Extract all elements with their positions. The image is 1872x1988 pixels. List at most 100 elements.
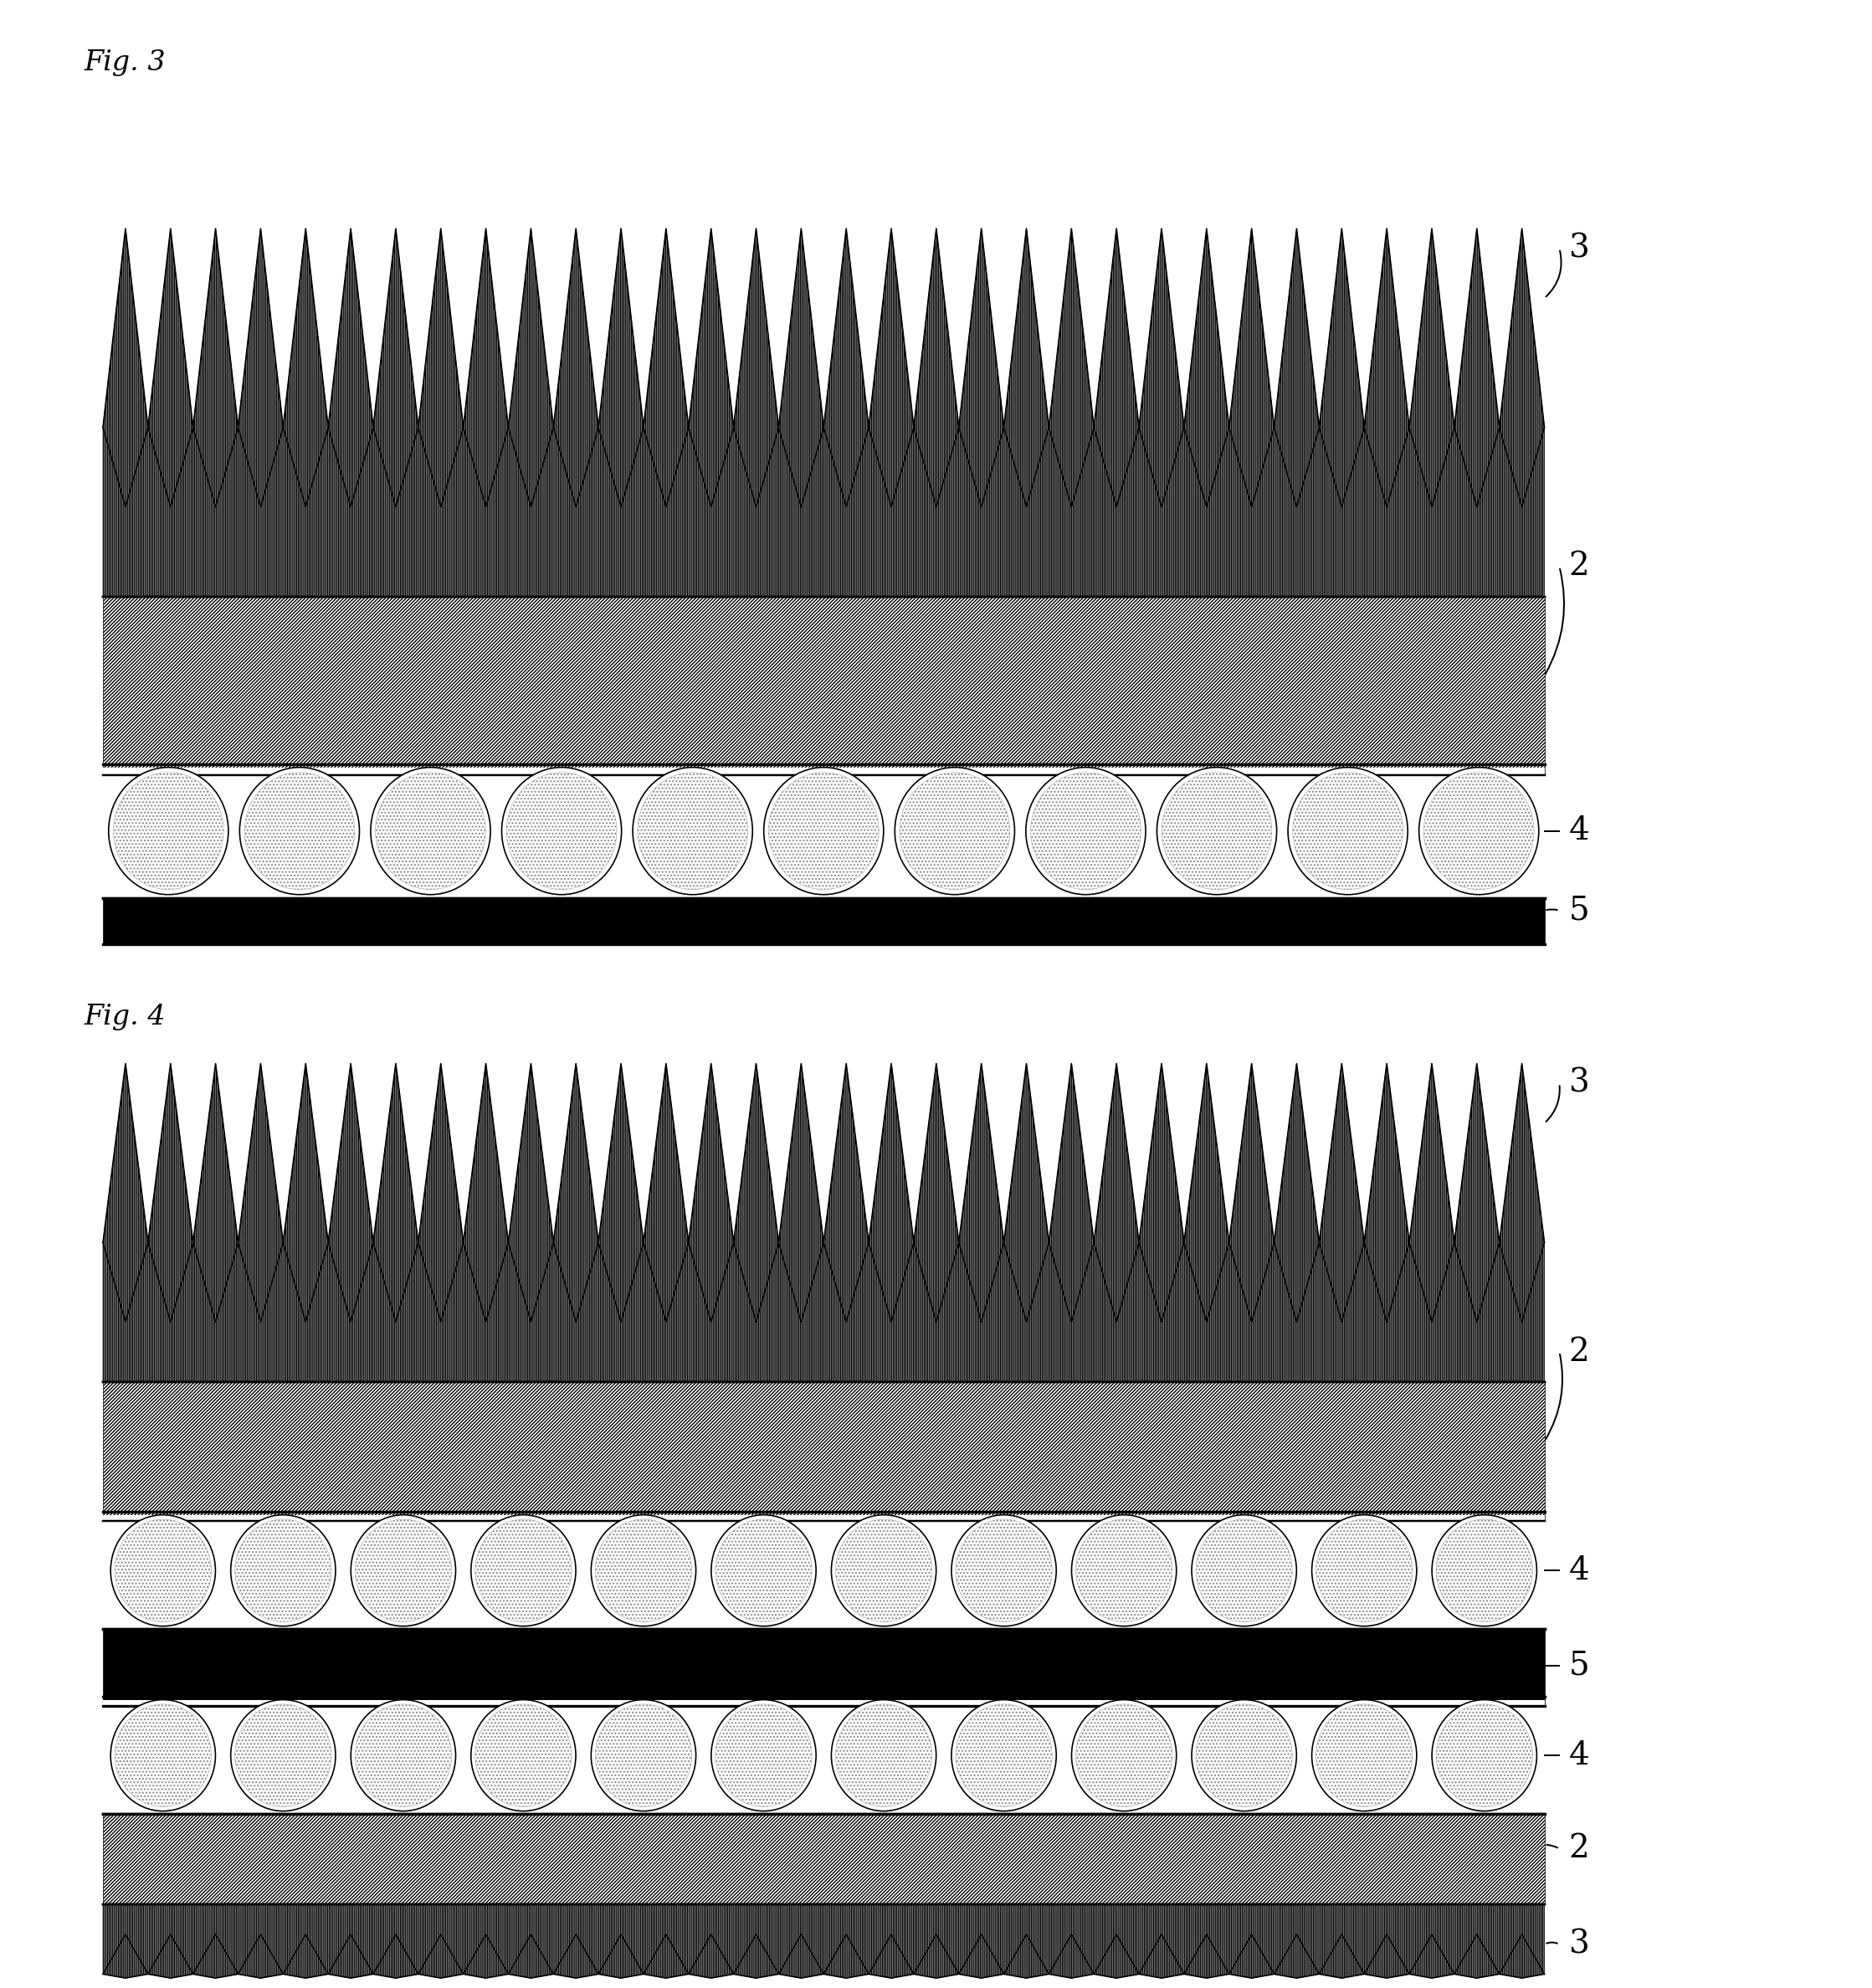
Circle shape	[1157, 767, 1277, 895]
Circle shape	[895, 767, 1015, 895]
Polygon shape	[103, 596, 1544, 775]
Circle shape	[356, 1704, 451, 1807]
Text: 2: 2	[1569, 1833, 1589, 1865]
Text: 4: 4	[1569, 1555, 1589, 1586]
Circle shape	[1076, 1704, 1172, 1807]
Polygon shape	[103, 1813, 1544, 1905]
Text: 5: 5	[1569, 895, 1589, 926]
Text: 3: 3	[1569, 1068, 1589, 1099]
Circle shape	[1436, 1519, 1533, 1622]
Circle shape	[595, 1704, 693, 1807]
Polygon shape	[103, 1064, 1544, 1382]
Circle shape	[371, 767, 490, 895]
Circle shape	[1196, 1704, 1292, 1807]
Circle shape	[245, 773, 354, 889]
Circle shape	[638, 773, 747, 889]
Circle shape	[955, 1519, 1052, 1622]
Circle shape	[110, 1515, 215, 1626]
Text: 2: 2	[1569, 1336, 1589, 1368]
Polygon shape	[103, 1382, 1544, 1521]
Circle shape	[1071, 1515, 1176, 1626]
Text: 4: 4	[1569, 1740, 1589, 1771]
Circle shape	[1432, 1515, 1537, 1626]
Circle shape	[1192, 1700, 1297, 1811]
Circle shape	[764, 767, 884, 895]
Circle shape	[592, 1515, 696, 1626]
Circle shape	[955, 1704, 1052, 1807]
Circle shape	[831, 1700, 936, 1811]
Circle shape	[1419, 767, 1539, 895]
Circle shape	[835, 1704, 932, 1807]
Circle shape	[376, 773, 485, 889]
Polygon shape	[103, 899, 1544, 944]
Circle shape	[711, 1700, 816, 1811]
Circle shape	[595, 1519, 693, 1622]
Circle shape	[114, 1704, 212, 1807]
Text: 2: 2	[1569, 551, 1589, 582]
Circle shape	[592, 1700, 696, 1811]
Polygon shape	[103, 1515, 1544, 1626]
Circle shape	[715, 1704, 812, 1807]
Polygon shape	[103, 1905, 1544, 1978]
Circle shape	[240, 767, 359, 895]
Circle shape	[1312, 1515, 1417, 1626]
Circle shape	[114, 1519, 212, 1622]
Text: 3: 3	[1569, 233, 1589, 264]
Text: 3: 3	[1569, 1928, 1589, 1960]
Polygon shape	[103, 1628, 1544, 1706]
Circle shape	[831, 1515, 936, 1626]
Circle shape	[1294, 773, 1402, 889]
Circle shape	[1316, 1704, 1413, 1807]
Polygon shape	[103, 899, 1544, 944]
Circle shape	[1026, 767, 1146, 895]
Circle shape	[711, 1515, 816, 1626]
Polygon shape	[103, 229, 1544, 596]
Polygon shape	[103, 1628, 1544, 1706]
Circle shape	[1432, 1700, 1537, 1811]
Polygon shape	[103, 1813, 1544, 1905]
Polygon shape	[103, 1700, 1544, 1811]
Circle shape	[472, 1700, 577, 1811]
Polygon shape	[103, 1064, 1544, 1382]
Circle shape	[114, 773, 223, 889]
Circle shape	[951, 1515, 1056, 1626]
Circle shape	[110, 1700, 215, 1811]
Circle shape	[234, 1704, 331, 1807]
Circle shape	[951, 1700, 1056, 1811]
Circle shape	[715, 1519, 812, 1622]
Circle shape	[900, 773, 1009, 889]
Circle shape	[1196, 1519, 1292, 1622]
Circle shape	[475, 1519, 571, 1622]
Circle shape	[633, 767, 753, 895]
Circle shape	[769, 773, 878, 889]
Circle shape	[1436, 1704, 1533, 1807]
Circle shape	[350, 1515, 455, 1626]
Circle shape	[1031, 773, 1140, 889]
Polygon shape	[103, 1905, 1544, 1978]
Circle shape	[1312, 1700, 1417, 1811]
Circle shape	[1163, 773, 1271, 889]
Circle shape	[1076, 1519, 1172, 1622]
Text: Fig. 3: Fig. 3	[84, 50, 167, 76]
Text: 4: 4	[1569, 815, 1589, 847]
Circle shape	[1071, 1700, 1176, 1811]
Circle shape	[502, 767, 622, 895]
Polygon shape	[103, 767, 1544, 895]
Circle shape	[230, 1515, 335, 1626]
Circle shape	[472, 1515, 577, 1626]
Polygon shape	[103, 596, 1544, 775]
Circle shape	[356, 1519, 451, 1622]
Circle shape	[475, 1704, 571, 1807]
Text: 5: 5	[1569, 1650, 1589, 1682]
Circle shape	[234, 1519, 331, 1622]
Polygon shape	[103, 1382, 1544, 1521]
Circle shape	[1316, 1519, 1413, 1622]
Circle shape	[1425, 773, 1533, 889]
Polygon shape	[103, 229, 1544, 596]
Circle shape	[507, 773, 616, 889]
Circle shape	[350, 1700, 455, 1811]
Circle shape	[1288, 767, 1408, 895]
Text: Fig. 4: Fig. 4	[84, 1004, 167, 1030]
Circle shape	[230, 1700, 335, 1811]
Circle shape	[1192, 1515, 1297, 1626]
